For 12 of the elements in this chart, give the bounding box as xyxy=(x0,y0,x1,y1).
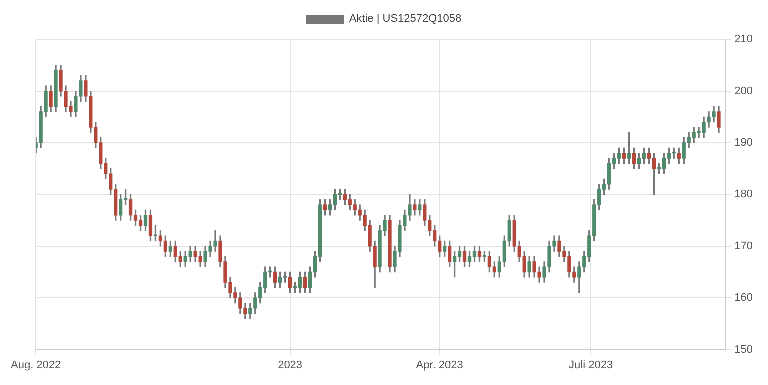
y-tick-label: 190 xyxy=(734,137,754,150)
y-tick-label: 180 xyxy=(734,188,754,201)
text: Aktie | US12572Q1058 xyxy=(349,13,462,25)
x-tick-label: Aug. 2022 xyxy=(11,359,62,372)
x-tick-label: 2023 xyxy=(278,359,303,372)
y-tick-label: 160 xyxy=(734,292,754,304)
y-tick-label: 200 xyxy=(734,85,754,98)
y-tick-label: 150 xyxy=(734,344,754,356)
x-tick-label: Apr. 2023 xyxy=(416,359,464,372)
y-tick-label: 170 xyxy=(734,240,754,252)
x-tick-label: Juli 2023 xyxy=(569,359,614,372)
y-tick-label: 210 xyxy=(734,34,754,46)
